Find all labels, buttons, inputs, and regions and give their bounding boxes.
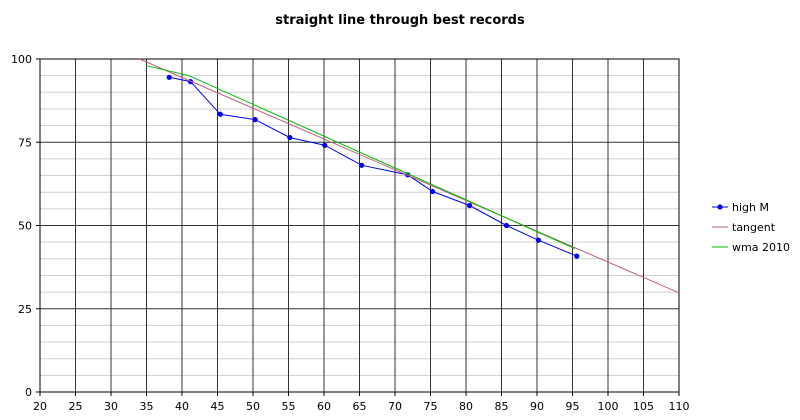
- x-tick-label: 85: [495, 400, 509, 413]
- series-group: [139, 58, 680, 294]
- y-tick-label: 100: [11, 53, 32, 66]
- data-point: [535, 237, 542, 243]
- data-point: [252, 117, 258, 123]
- y-tick-label: 75: [18, 136, 32, 149]
- series-high-m: [166, 74, 580, 259]
- x-tick-label: 90: [530, 400, 544, 413]
- x-tick-label: 45: [211, 400, 225, 413]
- data-point: [430, 188, 436, 195]
- chart-title: straight line through best records: [275, 13, 525, 28]
- x-tick-label: 110: [669, 400, 690, 413]
- data-point: [322, 142, 328, 148]
- x-tick-label: 105: [633, 400, 654, 413]
- data-point: [217, 111, 223, 117]
- legend-label: wma 2010: [732, 241, 790, 254]
- legend-label: high M: [732, 201, 769, 214]
- legend-item: tangent: [712, 221, 776, 234]
- data-point: [166, 74, 172, 80]
- x-tick-label: 30: [104, 400, 118, 413]
- series-line: [139, 58, 680, 294]
- series-line: [169, 76, 577, 257]
- grid: [39, 58, 680, 393]
- x-tick-label: 60: [317, 400, 331, 413]
- x-tick-label: 65: [353, 400, 367, 413]
- data-point: [466, 202, 473, 209]
- data-point: [359, 162, 365, 168]
- legend-item: high M: [712, 201, 769, 214]
- x-tick-label: 25: [69, 400, 83, 413]
- series-tangent: [139, 58, 680, 294]
- x-tick-label: 75: [424, 400, 438, 413]
- x-tick-label: 40: [175, 400, 189, 413]
- axes: 20 25 30 35 40 45 50 55 60 65 70 75 80 85 90 95 100 105 11…: [11, 53, 690, 413]
- data-point: [287, 134, 293, 141]
- series-wma-2010: [146, 65, 575, 249]
- x-tick-label: 50: [246, 400, 260, 413]
- legend-marker: [717, 204, 723, 210]
- data-point: [574, 253, 580, 259]
- data-point: [503, 222, 510, 229]
- x-tick-label: 100: [598, 400, 619, 413]
- legend-item: wma 2010: [712, 241, 790, 254]
- legend: high M tangent wma 2010: [712, 201, 790, 254]
- y-tick-label: 0: [25, 386, 32, 399]
- x-tick-label: 20: [33, 400, 47, 413]
- x-tick-label: 95: [566, 400, 580, 413]
- x-tick-label: 35: [140, 400, 154, 413]
- x-tick-label: 55: [282, 400, 296, 413]
- legend-label: tangent: [732, 221, 776, 234]
- x-tick-label: 80: [459, 400, 473, 413]
- y-tick-label: 50: [18, 220, 32, 233]
- y-tick-label: 25: [18, 303, 32, 316]
- x-tick-label: 70: [388, 400, 402, 413]
- series-line: [146, 65, 575, 249]
